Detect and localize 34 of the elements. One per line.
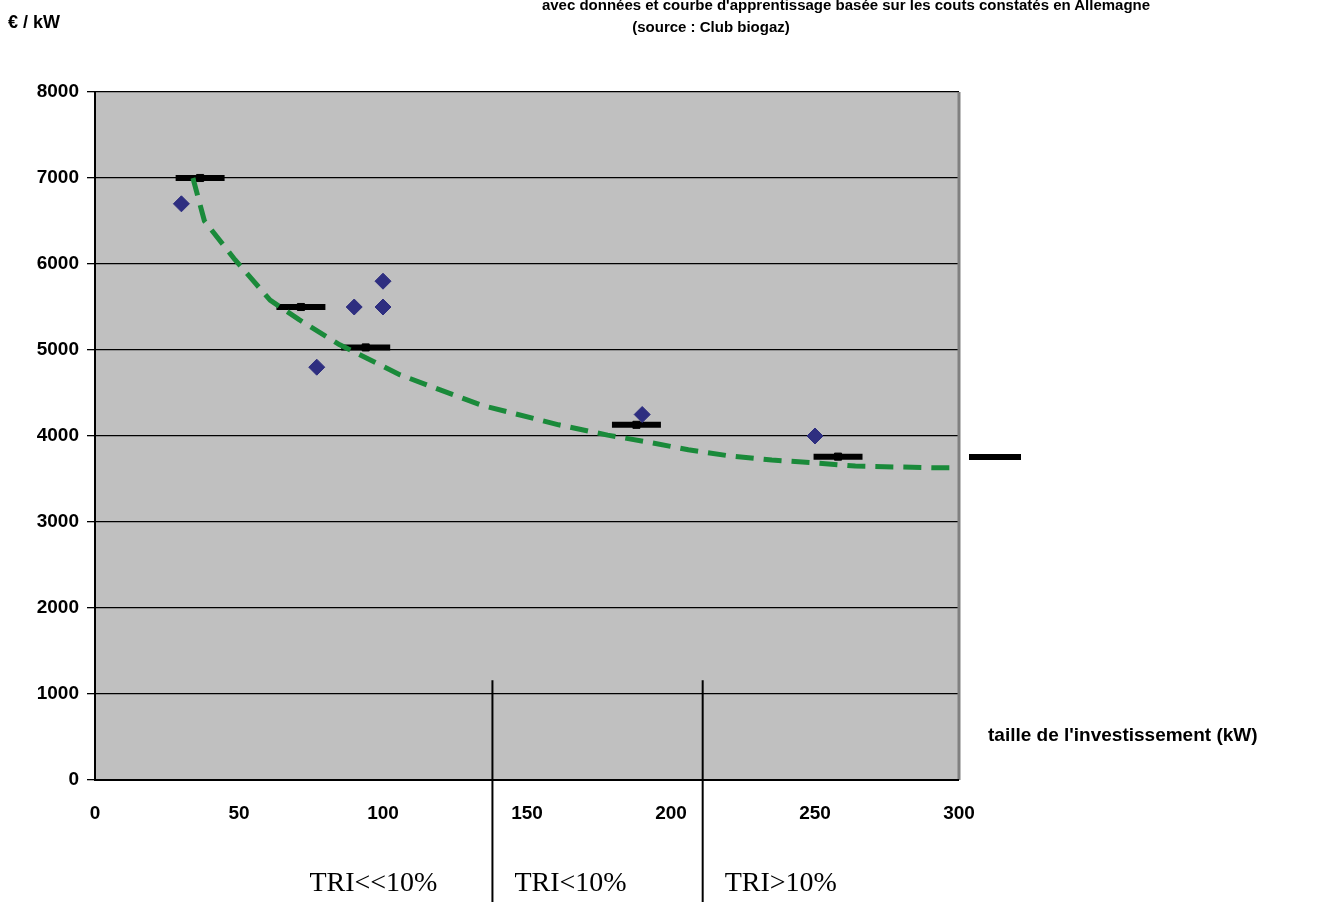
y-tick-label: 8000 <box>36 80 79 102</box>
y-tick-label: 6000 <box>36 252 79 274</box>
point <box>632 420 641 429</box>
y-tick-label: 3000 <box>36 510 79 532</box>
y-tick-label: 1000 <box>36 682 79 704</box>
text: TRI>10% <box>724 866 837 898</box>
point <box>196 173 205 183</box>
x-tick-label: 150 <box>511 801 543 823</box>
y-tick-label: 0 <box>68 768 79 790</box>
point <box>633 406 651 423</box>
point <box>296 302 305 312</box>
y-tick-label: 7000 <box>36 166 79 188</box>
point <box>806 427 824 445</box>
x-axis-title: taille de l'investissement (kW) <box>988 724 1258 746</box>
x-tick-label: 250 <box>799 801 831 823</box>
y-tick-label: 5000 <box>36 338 79 360</box>
chart-subtitle: (source : Club biogaz) <box>632 18 790 35</box>
point <box>834 452 843 461</box>
point <box>374 298 392 316</box>
point <box>172 195 190 213</box>
x-tick-label: 0 <box>89 801 101 823</box>
text: TRI<10% <box>514 866 627 898</box>
y-axis-title: € / kW <box>8 12 61 33</box>
x-tick-label: 200 <box>655 801 687 823</box>
point <box>308 358 326 376</box>
point <box>374 272 392 290</box>
x-tick-label: 50 <box>228 801 250 823</box>
point <box>361 343 370 352</box>
y-tick-label: 4000 <box>36 424 79 446</box>
x-tick-label: 100 <box>367 801 399 823</box>
x-tick-label: 300 <box>943 801 975 823</box>
point <box>345 298 363 316</box>
text: TRI<<10% <box>309 866 438 898</box>
y-tick-label: 2000 <box>36 596 79 618</box>
